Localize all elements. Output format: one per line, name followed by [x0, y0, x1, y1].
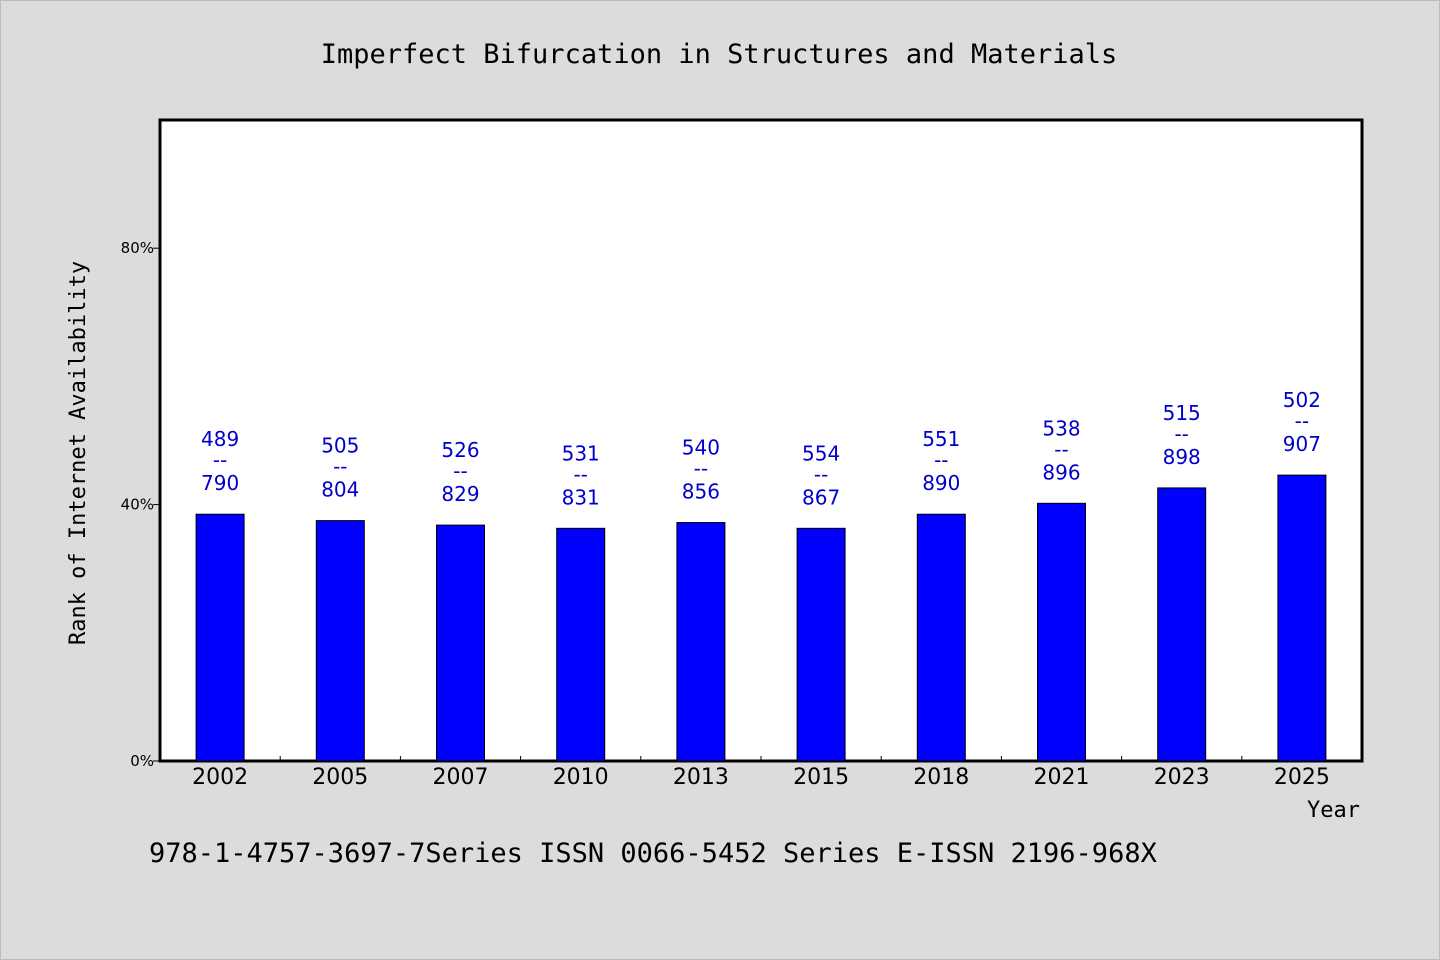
x-tick-label: 2023: [1154, 765, 1210, 790]
bar: [1277, 474, 1327, 762]
x-tick-label: 2007: [433, 765, 489, 790]
data-label-top: 505: [321, 434, 359, 458]
data-label-separator: --: [1295, 409, 1309, 433]
bar: [195, 513, 245, 762]
x-tick-label: 2010: [553, 765, 609, 790]
data-label-bottom: 829: [441, 482, 479, 506]
data-label-separator: --: [814, 462, 828, 486]
data-label-bottom: 804: [321, 478, 359, 502]
data-label-bottom: 890: [922, 471, 960, 495]
data-label-separator: --: [934, 448, 948, 472]
bar-data-label: 554--867: [802, 441, 840, 509]
bar-data-label: 515--898: [1163, 401, 1201, 469]
data-labels: 489--790505--804526--829531--831540--856…: [201, 388, 1321, 509]
bar: [315, 520, 365, 762]
x-tick-label: 2005: [312, 765, 368, 790]
data-label-bottom: 898: [1163, 445, 1201, 469]
bars: [195, 474, 1327, 762]
data-label-top: 540: [682, 436, 720, 460]
x-tick-label: 2002: [192, 765, 248, 790]
x-tick-label: 2015: [793, 765, 849, 790]
bar-data-label: 551--890: [922, 427, 960, 495]
y-tick-label: 0%: [130, 752, 154, 770]
data-label-separator: --: [453, 459, 467, 483]
x-tick-label: 2013: [673, 765, 729, 790]
data-label-top: 538: [1042, 416, 1080, 440]
footer-isbn-issn: 978-1-4757-3697-7Series ISSN 0066-5452 S…: [149, 838, 1157, 869]
data-label-bottom: 867: [802, 485, 840, 509]
bar: [796, 527, 846, 762]
x-tick-label: 2018: [913, 765, 969, 790]
bar: [1157, 487, 1207, 762]
data-label-separator: --: [213, 448, 227, 472]
bar: [676, 522, 726, 762]
data-label-top: 489: [201, 427, 239, 451]
bar-data-label: 505--804: [321, 434, 359, 502]
data-label-separator: --: [1054, 437, 1068, 461]
bar: [436, 524, 485, 762]
data-label-top: 554: [802, 441, 840, 465]
x-axis-label: Year: [1307, 798, 1360, 823]
y-axis: 0% 40% 80%: [121, 239, 160, 770]
x-axis: 2002 2005 2007 2010 2013 2015 2018 2021 2023 2025: [192, 756, 1330, 790]
bar-data-label: 531--831: [562, 441, 600, 509]
data-label-top: 515: [1163, 401, 1201, 425]
bar-data-label: 538--896: [1042, 416, 1080, 484]
x-tick-label: 2025: [1274, 765, 1330, 790]
data-label-separator: --: [1174, 422, 1188, 446]
bar-data-label: 540--856: [682, 436, 720, 504]
data-label-bottom: 907: [1283, 432, 1321, 456]
chart-title: Imperfect Bifurcation in Structures and …: [321, 39, 1118, 70]
data-label-top: 551: [922, 427, 960, 451]
data-label-separator: --: [573, 462, 587, 486]
data-label-top: 502: [1283, 388, 1321, 412]
data-label-bottom: 790: [201, 471, 239, 495]
bar: [556, 527, 606, 762]
bar: [1037, 502, 1086, 762]
data-label-bottom: 856: [682, 480, 720, 504]
bar-data-label: 489--790: [201, 427, 239, 495]
y-axis-label: Rank of Internet Availability: [66, 261, 91, 645]
data-label-top: 526: [441, 438, 479, 462]
data-label-bottom: 831: [562, 485, 600, 509]
data-label-top: 531: [562, 441, 600, 465]
y-tick-label: 40%: [121, 496, 154, 514]
data-label-separator: --: [694, 457, 708, 481]
data-label-bottom: 896: [1042, 460, 1080, 484]
bar: [916, 513, 966, 762]
y-tick-label: 80%: [121, 239, 154, 257]
bar-data-label: 526--829: [441, 438, 479, 506]
x-tick-label: 2021: [1034, 765, 1090, 790]
data-label-separator: --: [333, 455, 347, 479]
bar-data-label: 502--907: [1283, 388, 1321, 456]
